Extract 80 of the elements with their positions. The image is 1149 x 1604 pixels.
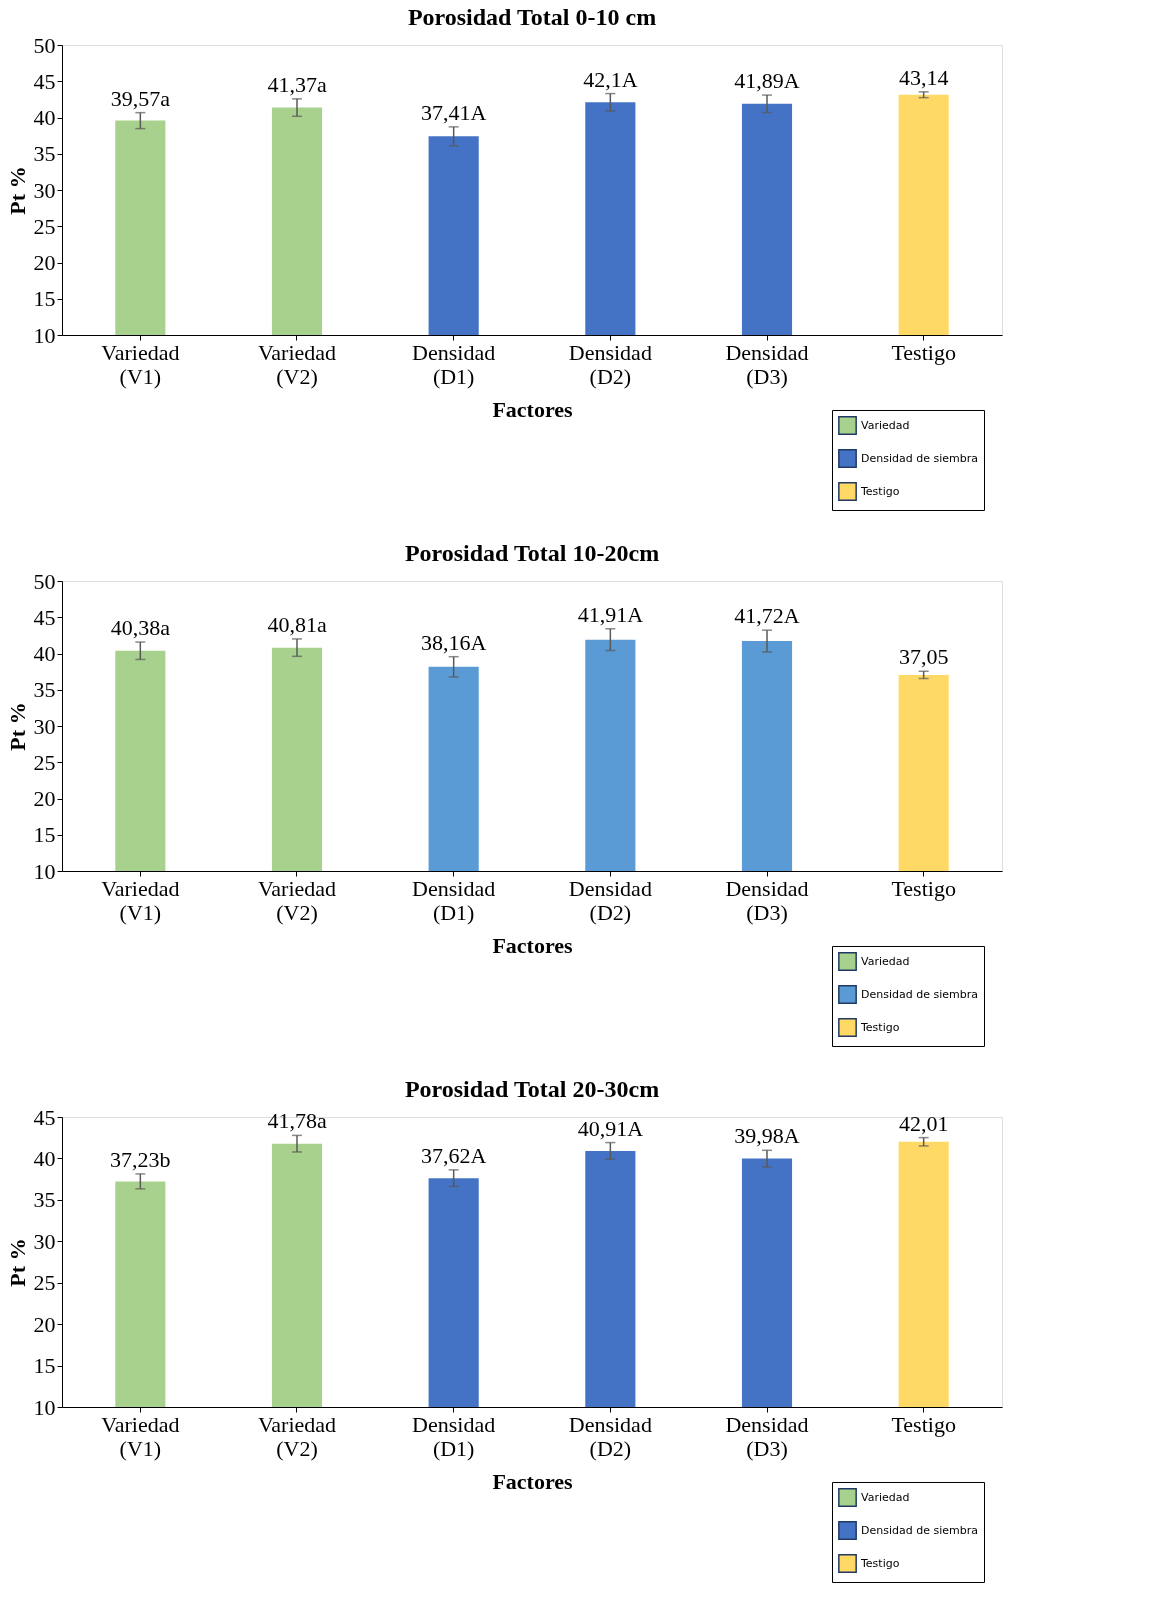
legend-label: Densidad de siembra [861,1523,978,1537]
y-tick-label: 20 [33,1311,56,1337]
data-label: 39,57a [110,85,171,111]
y-tick-label: 20 [33,786,56,811]
x-tick-label: Variedad (V2) [257,339,337,389]
chart-title: Porosidad Total 10-20cm [404,540,660,566]
data-label: 37,62A [420,1142,487,1168]
y-tick-label: 30 [33,177,56,203]
y-tick-label: 15 [33,286,56,312]
x-axis-title: Factores [492,932,574,958]
x-tick-label: Variedad (V1) [101,339,180,389]
x-tick-label: Densidad (D3) [725,875,809,925]
data-label: 37,41A [420,99,487,125]
y-tick-label: 10 [33,322,56,348]
legend-label: Variedad [861,1490,910,1504]
data-label: 39,98A [734,1123,800,1149]
data-label: 37,23b [110,1146,171,1172]
x-tick-label: Variedad (V1) [101,875,180,925]
data-label: 41,37a [267,71,327,97]
x-tick-label: Densidad (D1) [412,1411,496,1461]
y-tick-label: 35 [33,141,56,167]
data-label: 42,1A [583,66,638,92]
x-tick-label: Densidad (D2) [568,875,652,925]
y-tick-label: 10 [33,1394,56,1420]
data-label: 43,14 [898,64,949,90]
y-tick-label: 25 [33,213,56,239]
legend-label: Densidad de siembra [861,987,978,1001]
y-tick-label: 15 [33,1353,56,1379]
y-tick-label: 20 [33,250,56,275]
y-axis-title: Pt % [4,166,30,215]
legend-label: Testigo [860,484,900,498]
x-tick-label: Densidad (D3) [725,1411,809,1461]
x-tick-label: Densidad (D1) [412,875,496,925]
data-label: 41,78a [267,1108,327,1134]
data-label: 40,38a [110,615,171,641]
data-label: 41,89A [734,68,800,94]
legend-label: Testigo [860,1556,900,1570]
legend-label: Variedad [861,954,910,968]
y-tick-label: 45 [33,604,56,630]
x-tick-label: Testigo [891,339,956,365]
x-tick-label: Densidad (D2) [568,339,652,389]
y-tick-label: 45 [33,68,56,94]
x-tick-label: Densidad (D1) [412,339,496,389]
x-tick-label: Testigo [891,875,956,901]
y-tick-label: 35 [33,1187,56,1213]
data-label: 40,91A [577,1115,644,1141]
x-tick-label: Variedad (V1) [101,1411,180,1461]
legend-label: Densidad de siembra [861,451,978,465]
y-tick-label: 25 [33,1270,56,1296]
data-label: 41,91A [577,601,644,627]
y-tick-label: 40 [33,1145,56,1171]
x-tick-label: Densidad (D2) [568,1411,652,1461]
y-tick-label: 30 [33,713,56,739]
y-tick-label: 30 [33,1228,56,1254]
legend-label: Testigo [860,1020,900,1034]
data-label: 38,16A [420,629,487,655]
y-tick-label: 25 [33,749,56,775]
x-axis-title: Factores [492,1468,574,1494]
data-label: 37,05 [898,644,949,670]
y-axis-title: Pt % [4,702,30,751]
y-tick-label: 40 [33,105,56,130]
y-tick-label: 50 [33,568,56,594]
legend-label: Variedad [861,418,910,432]
y-tick-label: 45 [33,1104,56,1130]
chart-title: Porosidad Total 0-10 cm [407,4,657,30]
y-tick-label: 10 [33,858,56,884]
y-tick-label: 40 [33,641,56,666]
data-label: 42,01 [898,1110,949,1136]
x-tick-label: Variedad (V2) [257,875,337,925]
x-tick-label: Testigo [891,1411,956,1437]
data-label: 41,72A [734,603,800,629]
y-tick-label: 35 [33,677,56,703]
y-axis-title: Pt % [4,1238,30,1287]
chart-title: Porosidad Total 20-30cm [404,1076,660,1102]
x-tick-label: Densidad (D3) [725,339,809,389]
x-tick-label: Variedad (V2) [257,1411,337,1461]
x-axis-title: Factores [492,396,574,422]
data-label: 40,81a [267,611,327,637]
y-tick-label: 50 [33,32,56,58]
y-tick-label: 15 [33,822,56,848]
